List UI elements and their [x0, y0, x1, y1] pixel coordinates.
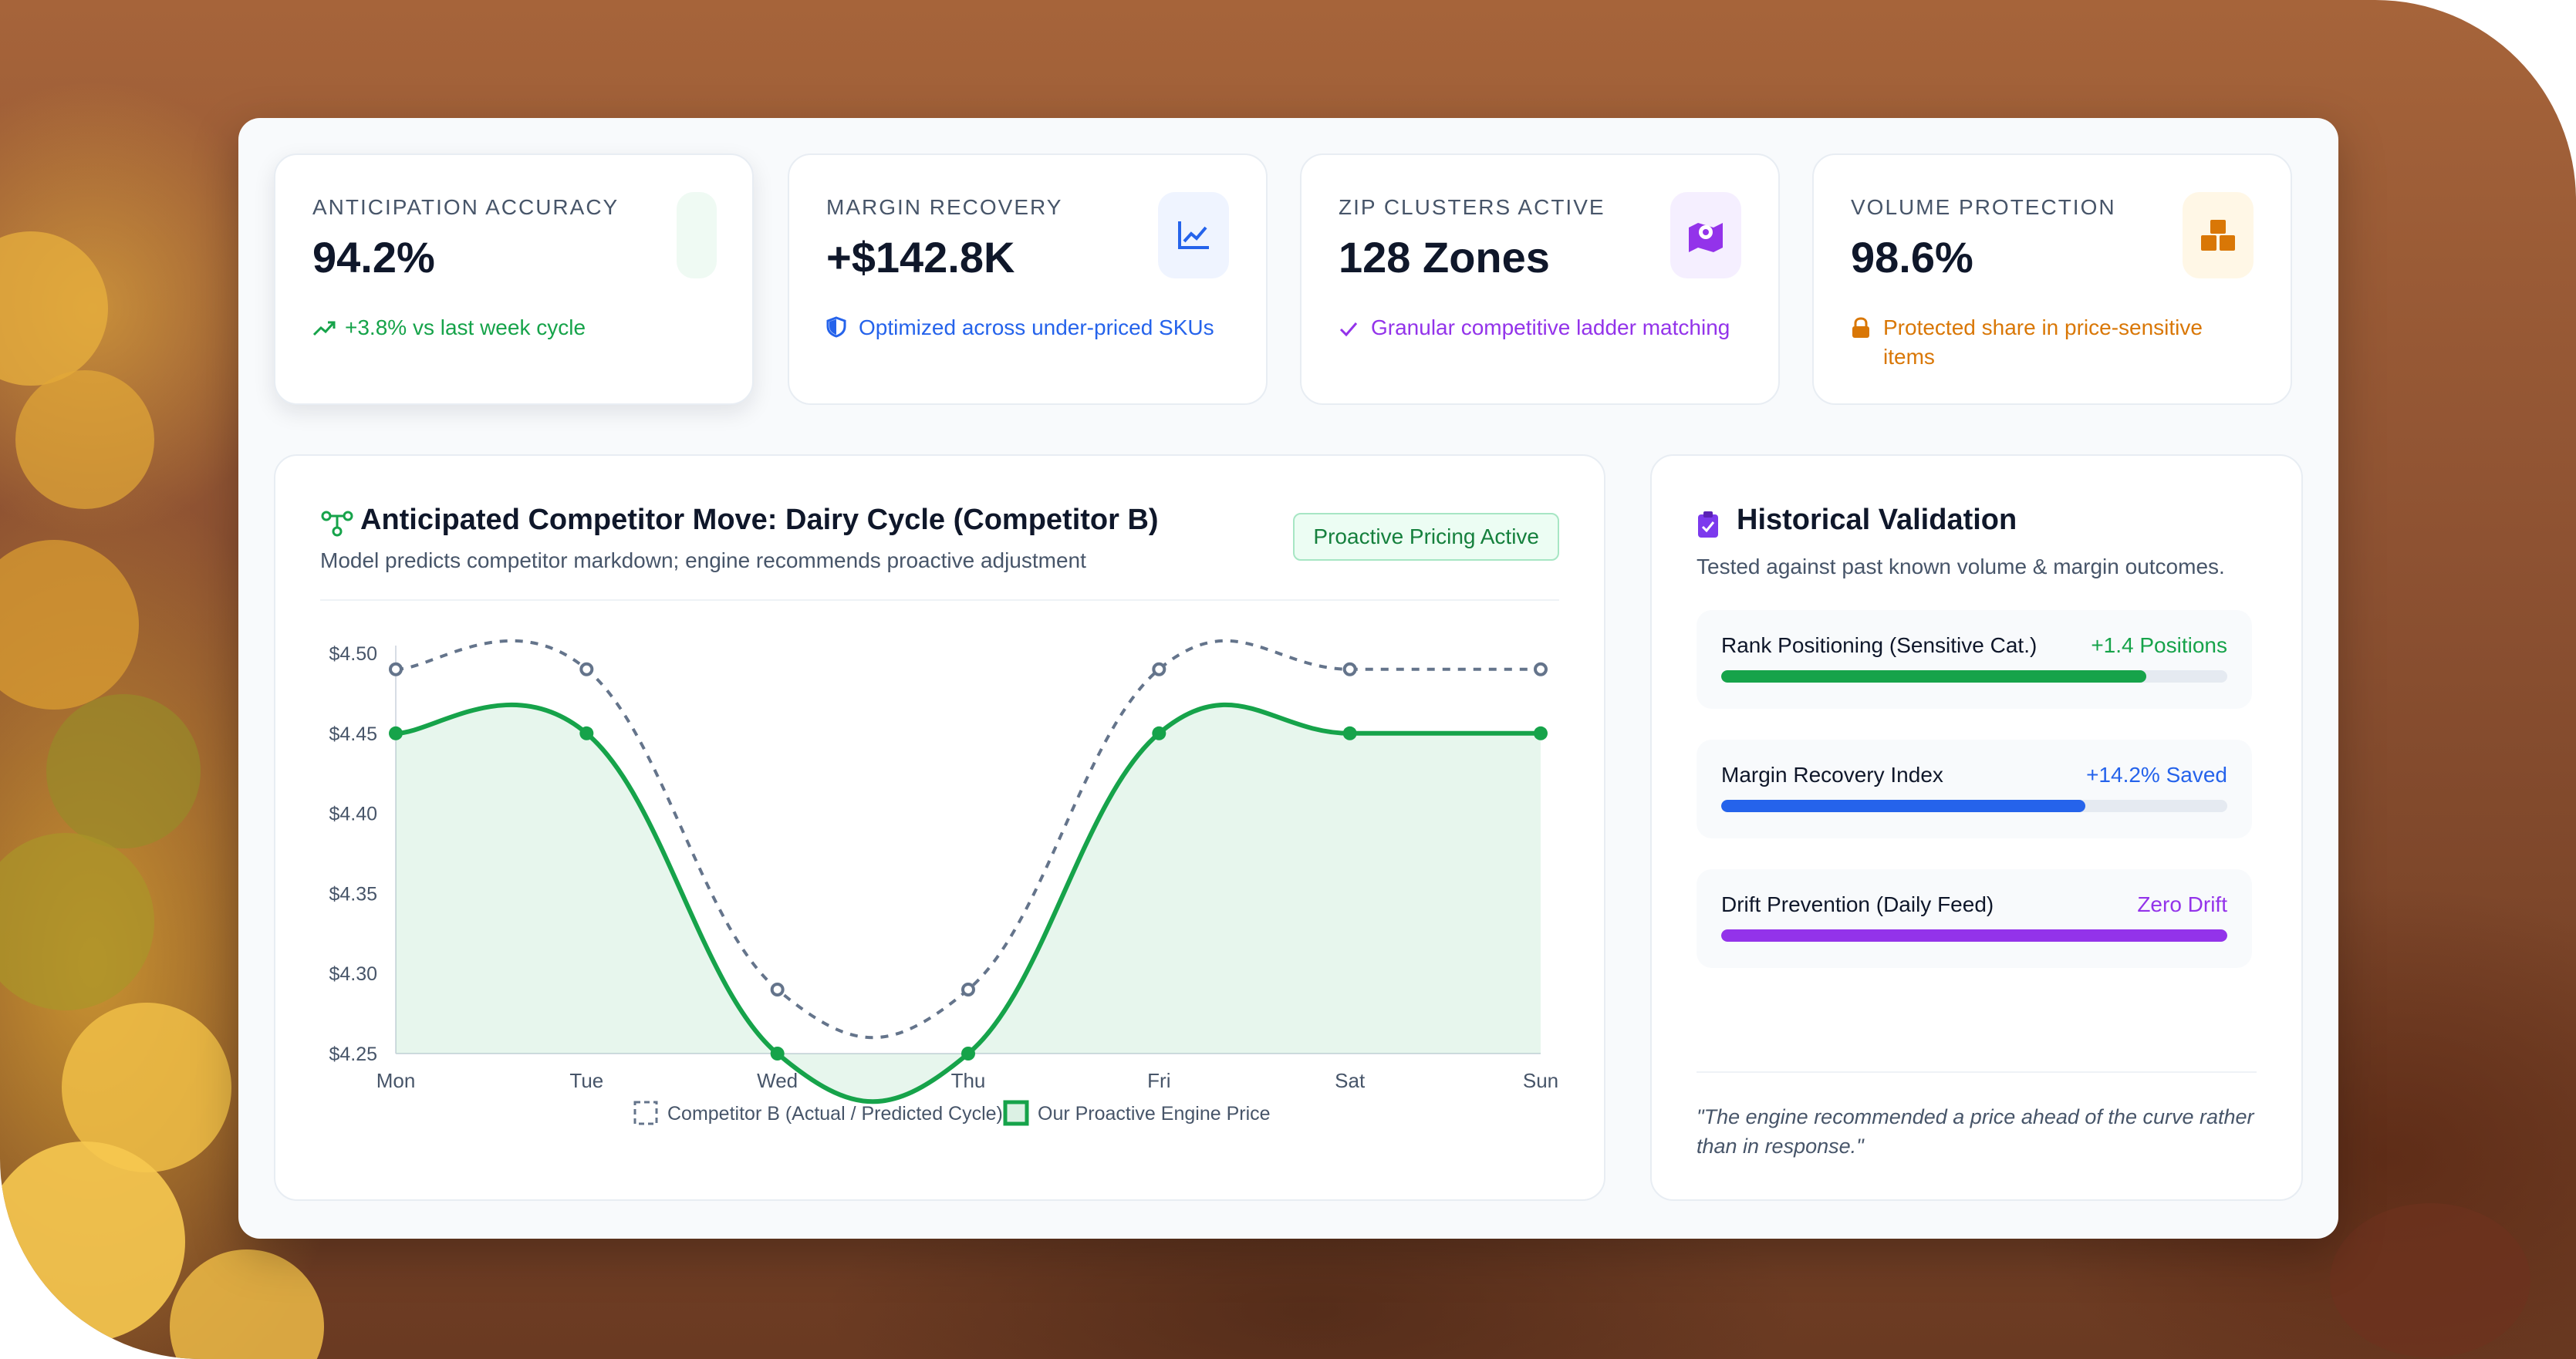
kpi-title: ZIP CLUSTERS ACTIVE	[1339, 195, 1605, 219]
metric-drift-prevention: Drift Prevention (Daily Feed) Zero Drift	[1697, 869, 2252, 968]
kpi-title: VOLUME PROTECTION	[1851, 195, 2116, 219]
kpi-subtext: Protected share in price-sensitive items	[1883, 315, 2203, 369]
x-tick-label: Mon	[376, 1069, 416, 1092]
metric-rank-positioning: Rank Positioning (Sensitive Cat.) +1.4 P…	[1697, 610, 2252, 709]
y-tick-label: $4.25	[329, 1044, 377, 1065]
engine-price-point	[389, 726, 403, 740]
progress-fill	[1721, 929, 2227, 942]
competitor-point	[961, 982, 975, 996]
engine-price-point	[579, 726, 594, 740]
validation-panel: Historical Validation Tested against pas…	[1650, 454, 2303, 1201]
y-tick-label: $4.30	[329, 963, 377, 985]
metric-value: Zero Drift	[2137, 892, 2227, 916]
y-tick-label: $4.50	[329, 643, 377, 665]
metric-margin-recovery-index: Margin Recovery Index +14.2% Saved	[1697, 740, 2252, 838]
chart-title: Anticipated Competitor Move: Dairy Cycle…	[360, 504, 1159, 536]
kpi-zip-clusters: ZIP CLUSTERS ACTIVE 128 Zones Granular c…	[1300, 153, 1780, 405]
engine-price-area	[396, 704, 1541, 1102]
chart-line-icon	[1158, 192, 1229, 278]
kpi-subtext: +3.8% vs last week cycle	[345, 315, 586, 339]
shield-icon	[826, 316, 849, 346]
kpi-margin-recovery: MARGIN RECOVERY +$142.8K Optimized acros…	[788, 153, 1268, 405]
progress-fill	[1721, 670, 2147, 683]
progress-track	[1721, 800, 2227, 812]
legend-swatch-engine	[1003, 1100, 1029, 1126]
trend-up-icon	[312, 316, 336, 346]
x-tick-label: Thu	[951, 1069, 986, 1092]
progress-track	[1721, 670, 2227, 683]
status-badge: Proactive Pricing Active	[1293, 513, 1559, 561]
x-tick-label: Fri	[1147, 1069, 1170, 1092]
legend-label-competitor: Competitor B (Actual / Predicted Cycle)	[667, 1103, 1003, 1125]
progress-track	[1721, 929, 2227, 942]
y-tick-label: $4.45	[329, 723, 377, 745]
lock-icon	[1851, 316, 1874, 372]
competitor-point	[389, 662, 403, 676]
network-icon	[320, 510, 354, 541]
validation-title: Historical Validation	[1737, 504, 2017, 536]
dashboard-card: ANTICIPATION ACCURACY 94.2% +3.8% vs las…	[238, 118, 2338, 1239]
legend-label-engine: Our Proactive Engine Price	[1038, 1103, 1271, 1125]
kpi-subtext: Granular competitive ladder matching	[1371, 315, 1730, 339]
competitor-point	[1342, 662, 1357, 676]
y-tick-label: $4.40	[329, 804, 377, 825]
engine-price-point	[1534, 726, 1548, 740]
map-pin-icon	[1670, 192, 1741, 278]
competitor-point	[579, 662, 594, 676]
kpi-title: MARGIN RECOVERY	[826, 195, 1063, 219]
metric-label: Margin Recovery Index	[1721, 763, 1943, 787]
kpi-value: 98.6%	[1851, 233, 1973, 282]
divider	[1697, 1071, 2257, 1073]
x-tick-label: Tue	[569, 1069, 603, 1092]
competitor-point	[1534, 662, 1548, 676]
y-tick-label: $4.35	[329, 883, 377, 905]
check-icon	[1339, 316, 1362, 346]
chart-subtitle: Model predicts competitor markdown; engi…	[320, 548, 1086, 572]
trend-up-icon	[677, 192, 717, 278]
kpi-title: ANTICIPATION ACCURACY	[312, 195, 620, 219]
kpi-anticipation-accuracy: ANTICIPATION ACCURACY 94.2% +3.8% vs las…	[274, 153, 754, 405]
engine-price-point	[961, 1047, 975, 1061]
clipboard-check-icon	[1697, 510, 1720, 543]
x-tick-label: Sat	[1335, 1069, 1366, 1092]
chart-panel: Anticipated Competitor Move: Dairy Cycle…	[274, 454, 1605, 1201]
validation-quote: "The engine recommended a price ahead of…	[1697, 1105, 2254, 1158]
validation-subtitle: Tested against past known volume & margi…	[1697, 555, 2225, 578]
engine-price-point	[1342, 726, 1357, 740]
x-tick-label: Wed	[757, 1069, 798, 1092]
kpi-volume-protection: VOLUME PROTECTION 98.6% Protected share …	[1812, 153, 2292, 405]
price-line-chart: $4.50 $4.45 $4.40 $4.35 $4.30 $4.25 Mon Tue Wed T…	[329, 639, 1558, 1126]
progress-fill	[1721, 800, 2086, 812]
kpi-value: 128 Zones	[1339, 233, 1550, 282]
metric-label: Drift Prevention (Daily Feed)	[1721, 892, 1994, 916]
engine-price-point	[770, 1047, 785, 1061]
competitor-line	[395, 639, 1541, 1040]
kpi-value: +$142.8K	[826, 233, 1015, 282]
metric-value: +1.4 Positions	[2091, 633, 2227, 657]
competitor-point	[1152, 662, 1166, 676]
boxes-icon	[2183, 192, 2254, 278]
competitor-point	[770, 982, 785, 996]
metric-value: +14.2% Saved	[2086, 763, 2227, 787]
engine-price-point	[1152, 726, 1166, 740]
legend-swatch-competitor	[633, 1101, 658, 1125]
kpi-value: 94.2%	[312, 233, 435, 282]
kpi-subtext: Optimized across under-priced SKUs	[859, 315, 1214, 339]
x-tick-label: Sun	[1523, 1069, 1558, 1092]
divider	[320, 599, 1559, 601]
metric-label: Rank Positioning (Sensitive Cat.)	[1721, 633, 2038, 657]
